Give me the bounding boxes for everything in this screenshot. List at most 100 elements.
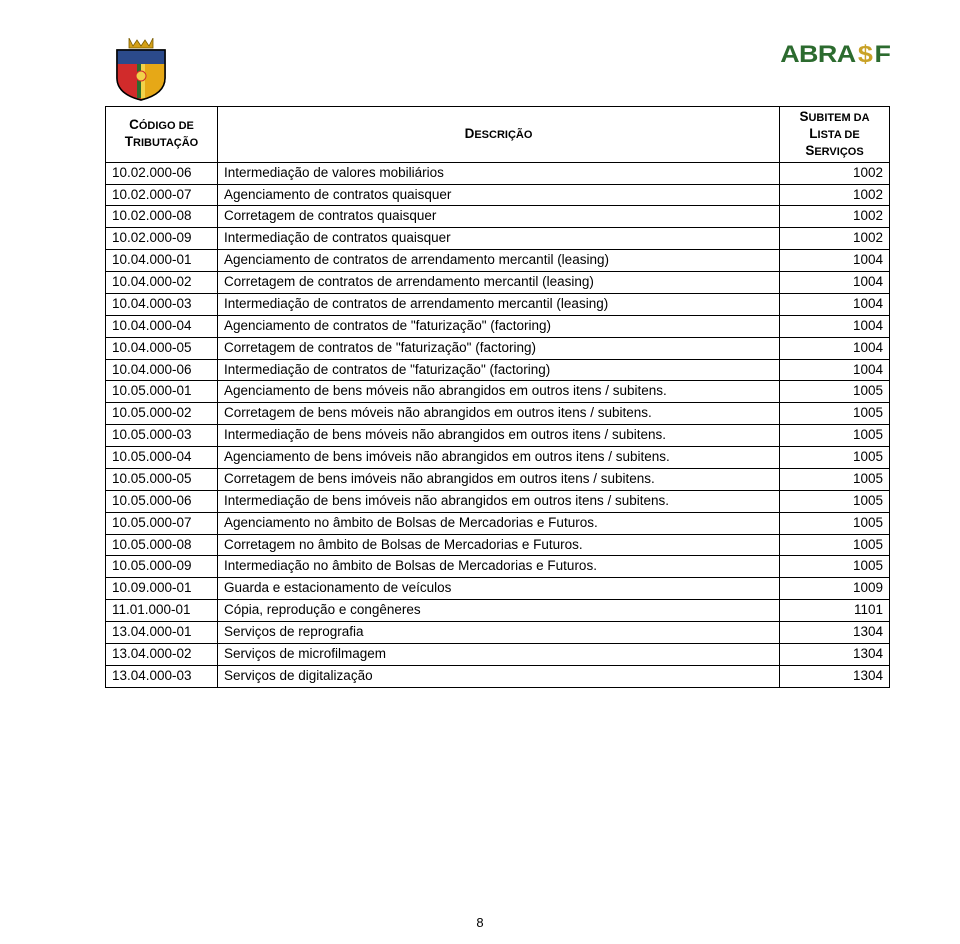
hdr-sub-rest2: ISTA DE bbox=[818, 129, 860, 141]
cell-subitem: 1002 bbox=[780, 184, 890, 206]
table-row: 10.05.000-02Corretagem de bens móveis nã… bbox=[106, 403, 890, 425]
cell-code: 10.05.000-08 bbox=[106, 534, 218, 556]
cell-subitem: 1004 bbox=[780, 293, 890, 315]
hdr-desc-cap: D bbox=[465, 126, 475, 141]
cell-subitem: 1009 bbox=[780, 578, 890, 600]
cell-code: 10.04.000-03 bbox=[106, 293, 218, 315]
cell-code: 13.04.000-02 bbox=[106, 643, 218, 665]
cell-code: 10.02.000-09 bbox=[106, 228, 218, 250]
cell-desc: Intermediação de contratos de arrendamen… bbox=[218, 293, 780, 315]
cell-code: 10.05.000-03 bbox=[106, 425, 218, 447]
cell-subitem: 1005 bbox=[780, 381, 890, 403]
cell-subitem: 1304 bbox=[780, 622, 890, 644]
table-row: 10.05.000-08Corretagem no âmbito de Bols… bbox=[106, 534, 890, 556]
cell-subitem: 1304 bbox=[780, 643, 890, 665]
col-header-descricao: DESCRIÇÃO bbox=[218, 107, 780, 163]
table-row: 10.05.000-05Corretagem de bens imóveis n… bbox=[106, 468, 890, 490]
cell-code: 13.04.000-01 bbox=[106, 622, 218, 644]
cell-desc: Intermediação de contratos de "faturizaç… bbox=[218, 359, 780, 381]
table-row: 10.05.000-09Intermediação no âmbito de B… bbox=[106, 556, 890, 578]
cell-desc: Intermediação no âmbito de Bolsas de Mer… bbox=[218, 556, 780, 578]
cell-desc: Intermediação de valores mobiliários bbox=[218, 162, 780, 184]
cell-subitem: 1101 bbox=[780, 600, 890, 622]
shield-icon bbox=[113, 38, 169, 88]
table-row: 10.04.000-06Intermediação de contratos d… bbox=[106, 359, 890, 381]
col-header-subitem: SUBITEM DA LISTA DE SERVIÇOS bbox=[780, 107, 890, 163]
cell-code: 10.05.000-07 bbox=[106, 512, 218, 534]
table-row: 10.05.000-01Agenciamento de bens móveis … bbox=[106, 381, 890, 403]
cell-desc: Guarda e estacionamento de veículos bbox=[218, 578, 780, 600]
hdr-sub-cap3: S bbox=[805, 143, 814, 158]
cell-code: 10.04.000-04 bbox=[106, 315, 218, 337]
cell-desc: Serviços de digitalização bbox=[218, 665, 780, 687]
table-header-row: CÓDIGO DE TRIBUTAÇÃO DESCRIÇÃO S UBITEM D… bbox=[106, 107, 890, 163]
table-row: 10.02.000-09Intermediação de contratos q… bbox=[106, 228, 890, 250]
cell-desc: Corretagem de contratos quaisquer bbox=[218, 206, 780, 228]
page-number: 8 bbox=[0, 915, 960, 930]
cell-subitem: 1005 bbox=[780, 490, 890, 512]
cell-subitem: 1004 bbox=[780, 272, 890, 294]
abrasf-logo: ABRA$F bbox=[780, 41, 890, 69]
cell-desc: Serviços de microfilmagem bbox=[218, 643, 780, 665]
table-row: 10.02.000-07Agenciamento de contratos qu… bbox=[106, 184, 890, 206]
cell-code: 10.04.000-05 bbox=[106, 337, 218, 359]
cell-code: 10.02.000-08 bbox=[106, 206, 218, 228]
cell-desc: Agenciamento de bens móveis não abrangid… bbox=[218, 381, 780, 403]
cell-subitem: 1002 bbox=[780, 228, 890, 250]
cell-code: 10.02.000-06 bbox=[106, 162, 218, 184]
cell-subitem: 1005 bbox=[780, 556, 890, 578]
cell-desc: Corretagem de bens móveis não abrangidos… bbox=[218, 403, 780, 425]
hdr-codigo-rest1: ÓDIGO DE bbox=[139, 120, 194, 132]
table-row: 10.04.000-04Agenciamento de contratos de… bbox=[106, 315, 890, 337]
table-row: 13.04.000-01Serviços de reprografia1304 bbox=[106, 622, 890, 644]
document-page: ABRA$F CÓDIGO DE TRIBUTAÇÃO DESCRIÇÃO S U… bbox=[0, 0, 960, 688]
table-row: 10.05.000-07Agenciamento no âmbito de Bo… bbox=[106, 512, 890, 534]
cell-code: 10.05.000-02 bbox=[106, 403, 218, 425]
cell-desc: Corretagem de contratos de "faturização"… bbox=[218, 337, 780, 359]
cell-code: 11.01.000-01 bbox=[106, 600, 218, 622]
table-row: 11.01.000-01Cópia, reprodução e congêner… bbox=[106, 600, 890, 622]
table-row: 10.04.000-05Corretagem de contratos de "… bbox=[106, 337, 890, 359]
cell-desc: Agenciamento de contratos de "faturizaçã… bbox=[218, 315, 780, 337]
table-row: 10.02.000-08Corretagem de contratos quai… bbox=[106, 206, 890, 228]
hdr-codigo-cap2: T bbox=[125, 134, 133, 149]
services-table: CÓDIGO DE TRIBUTAÇÃO DESCRIÇÃO S UBITEM D… bbox=[105, 106, 890, 688]
cell-subitem: 1004 bbox=[780, 250, 890, 272]
cell-subitem: 1005 bbox=[780, 403, 890, 425]
cell-code: 10.05.000-04 bbox=[106, 447, 218, 469]
cell-subitem: 1002 bbox=[780, 206, 890, 228]
hdr-sub-cap2: L bbox=[809, 126, 817, 141]
cell-code: 10.02.000-07 bbox=[106, 184, 218, 206]
hdr-codigo-rest2: RIBUTAÇÃO bbox=[133, 137, 198, 149]
table-row: 13.04.000-02Serviços de microfilmagem130… bbox=[106, 643, 890, 665]
cell-subitem: 1005 bbox=[780, 425, 890, 447]
table-row: 10.02.000-06Intermediação de valores mob… bbox=[106, 162, 890, 184]
cell-code: 10.05.000-09 bbox=[106, 556, 218, 578]
hdr-sub-rest1: UBITEM DA bbox=[808, 112, 869, 124]
abrasf-text-1: ABRA bbox=[780, 41, 855, 69]
table-row: 10.09.000-01Guarda e estacionamento de v… bbox=[106, 578, 890, 600]
cell-desc: Intermediação de bens móveis não abrangi… bbox=[218, 425, 780, 447]
table-body: 10.02.000-06Intermediação de valores mob… bbox=[106, 162, 890, 687]
table-row: 10.05.000-06Intermediação de bens imóvei… bbox=[106, 490, 890, 512]
cell-subitem: 1005 bbox=[780, 512, 890, 534]
cell-code: 10.04.000-01 bbox=[106, 250, 218, 272]
cell-desc: Agenciamento no âmbito de Bolsas de Merc… bbox=[218, 512, 780, 534]
table-row: 13.04.000-03Serviços de digitalização130… bbox=[106, 665, 890, 687]
cell-code: 10.05.000-06 bbox=[106, 490, 218, 512]
table-row: 10.05.000-03Intermediação de bens móveis… bbox=[106, 425, 890, 447]
cell-subitem: 1004 bbox=[780, 315, 890, 337]
cell-desc: Agenciamento de contratos de arrendament… bbox=[218, 250, 780, 272]
cell-code: 10.05.000-05 bbox=[106, 468, 218, 490]
hdr-desc-rest: ESCRIÇÃO bbox=[474, 129, 532, 141]
cell-desc: Serviços de reprografia bbox=[218, 622, 780, 644]
hdr-sub-rest3: ERVIÇOS bbox=[814, 146, 863, 158]
col-header-codigo: CÓDIGO DE TRIBUTAÇÃO bbox=[106, 107, 218, 163]
cell-subitem: 1304 bbox=[780, 665, 890, 687]
cell-subitem: 1004 bbox=[780, 359, 890, 381]
cell-subitem: 1002 bbox=[780, 162, 890, 184]
cell-desc: Intermediação de contratos quaisquer bbox=[218, 228, 780, 250]
cell-desc: Cópia, reprodução e congêneres bbox=[218, 600, 780, 622]
cell-code: 10.05.000-01 bbox=[106, 381, 218, 403]
cell-desc: Agenciamento de bens imóveis não abrangi… bbox=[218, 447, 780, 469]
